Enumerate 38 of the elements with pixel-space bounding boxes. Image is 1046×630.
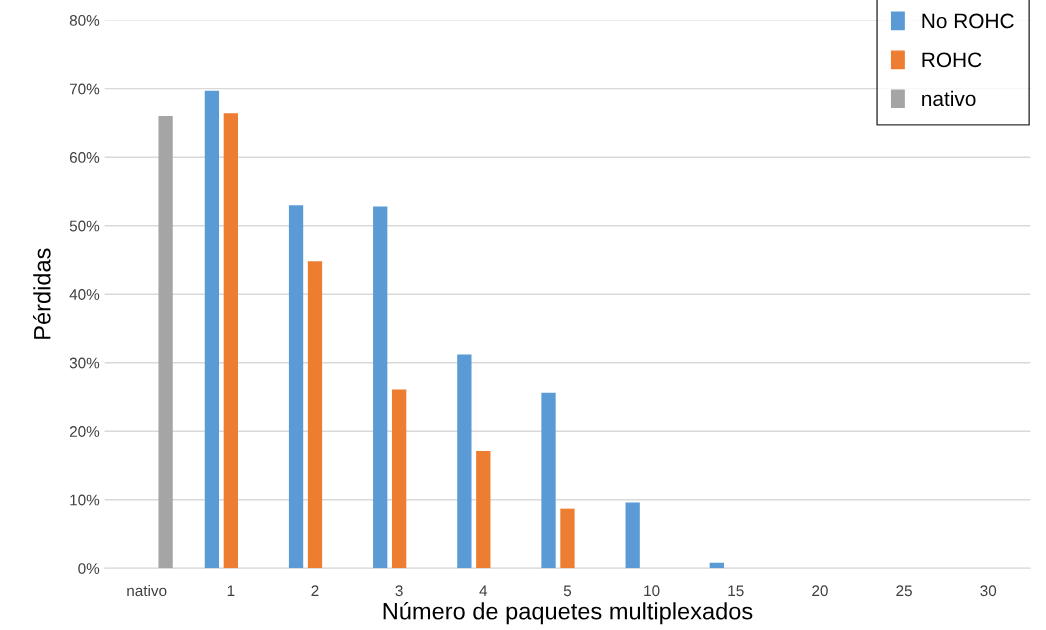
x-axis-title: Número de paquetes multiplexados — [383, 601, 753, 625]
bar — [457, 354, 472, 569]
bar — [391, 389, 407, 569]
legend-label: No ROHC — [922, 13, 1014, 29]
bar — [541, 392, 556, 569]
x-tick-label: 20 — [812, 585, 828, 597]
bar — [307, 261, 323, 569]
x-tick-label: 30 — [980, 585, 997, 597]
legend-label: ROHC — [922, 52, 982, 68]
x-tick-label: nativo — [127, 584, 167, 597]
bar — [204, 90, 220, 569]
y-tick-label: 0% — [78, 563, 100, 574]
bar — [288, 205, 304, 569]
y-tick-label: 80% — [69, 15, 100, 26]
x-tick-label: 15 — [728, 585, 744, 597]
y-tick-label: 10% — [70, 494, 100, 506]
y-axis-title: Pérdidas — [32, 248, 51, 339]
legend-label: nativo — [922, 90, 976, 107]
bar — [158, 116, 173, 569]
y-tick-label: 50% — [69, 220, 100, 232]
x-tick-label: 10 — [644, 585, 660, 597]
y-tick-label: 70% — [69, 83, 100, 95]
y-tick-label: 60% — [69, 152, 100, 163]
y-tick-label: 40% — [69, 289, 100, 300]
x-tick-label: 3 — [395, 585, 403, 597]
x-tick-label: 2 — [311, 585, 319, 596]
bar — [625, 502, 640, 569]
bar — [373, 206, 388, 569]
bar — [560, 508, 575, 569]
bar — [476, 451, 491, 569]
x-tick-label: 4 — [479, 585, 488, 596]
y-tick-label: 30% — [69, 357, 100, 369]
y-tick-label: 20% — [69, 426, 100, 437]
bar — [223, 113, 238, 569]
x-tick-label: 5 — [563, 585, 572, 597]
x-tick-label: 25 — [896, 585, 912, 597]
bar — [709, 562, 724, 569]
x-tick-label: 1 — [227, 585, 235, 596]
